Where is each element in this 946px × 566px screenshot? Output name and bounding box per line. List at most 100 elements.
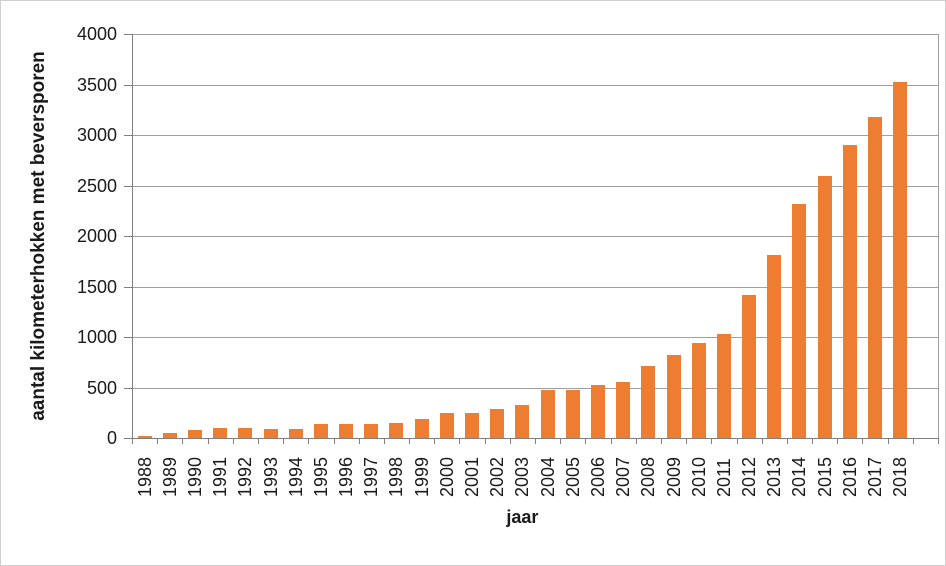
x-tick-mark [912, 438, 914, 444]
bar [742, 294, 757, 438]
x-tick-label: 2002 [487, 456, 508, 497]
x-tick-label: 1988 [134, 456, 155, 497]
y-tick-mark [124, 286, 132, 288]
x-tick-mark [686, 438, 688, 444]
y-tick-label: 2000 [76, 226, 117, 246]
x-tick-mark [938, 438, 939, 444]
y-tick-mark [124, 34, 132, 35]
x-tick-label: 2001 [462, 456, 483, 497]
gridline [132, 135, 938, 136]
bar [414, 419, 429, 438]
y-tick-label: 4000 [76, 24, 117, 44]
x-tick-label: 2006 [587, 456, 608, 497]
x-tick-mark [711, 438, 713, 444]
x-tick-mark [459, 438, 461, 444]
x-tick-label: 1995 [310, 456, 331, 497]
bar [691, 343, 706, 438]
bar [162, 433, 177, 438]
x-tick-mark [812, 438, 814, 444]
x-tick-label: 2010 [688, 456, 709, 497]
bar [792, 203, 807, 438]
x-tick-label: 2000 [436, 456, 457, 497]
x-tick-mark [635, 438, 637, 444]
y-tick-label: 2500 [76, 175, 117, 196]
x-tick-label: 2007 [613, 456, 634, 497]
bar [439, 412, 454, 438]
bar [616, 381, 631, 438]
x-tick-label: 2018 [890, 456, 911, 497]
bar [187, 430, 202, 438]
bar [465, 412, 480, 438]
x-tick-mark [308, 438, 310, 444]
plot-right-border [938, 34, 939, 438]
bar [288, 429, 303, 438]
x-tick-mark [182, 438, 184, 444]
y-tick-label: 0 [106, 428, 117, 448]
x-tick-label: 2005 [562, 456, 583, 497]
y-tick-mark [124, 337, 132, 338]
gridline [132, 387, 938, 389]
x-tick-label: 1997 [361, 456, 382, 497]
x-tick-mark [257, 438, 259, 444]
x-tick-label: 1996 [336, 456, 357, 497]
bar [641, 365, 656, 438]
bar [817, 176, 832, 438]
x-tick-mark [358, 438, 360, 444]
x-tick-mark [509, 438, 511, 444]
bar [339, 423, 354, 438]
x-tick-mark [132, 438, 133, 444]
bar [893, 82, 908, 438]
y-tick-label: 500 [86, 377, 117, 398]
x-tick-label: 1990 [184, 456, 205, 497]
gridline [132, 185, 938, 187]
bar [666, 354, 681, 438]
x-axis-title: jaar [506, 507, 539, 527]
x-tick-mark [157, 438, 159, 444]
x-tick-label: 2004 [537, 456, 558, 497]
bar [716, 333, 731, 438]
x-tick-mark [207, 438, 209, 444]
x-tick-mark [535, 438, 536, 444]
y-tick-mark [124, 185, 132, 187]
x-tick-mark [610, 438, 612, 444]
bar [389, 422, 404, 438]
x-tick-mark [409, 438, 411, 444]
x-tick-label: 2003 [512, 456, 533, 497]
x-tick-mark [333, 438, 335, 444]
bar [868, 116, 883, 438]
bar [590, 385, 605, 438]
gridline [132, 84, 938, 86]
x-tick-mark [887, 438, 889, 444]
x-tick-mark [837, 438, 839, 444]
bar [263, 428, 278, 438]
gridline [132, 286, 938, 288]
x-tick-label: 1999 [411, 456, 432, 497]
bar [313, 423, 328, 438]
x-tick-label: 1991 [210, 456, 231, 497]
x-tick-mark [585, 438, 587, 444]
gridline [132, 34, 938, 35]
x-tick-label: 2011 [713, 458, 734, 497]
x-tick-mark [761, 438, 763, 444]
bar [565, 389, 580, 438]
bar [490, 409, 505, 438]
x-tick-label: 2014 [789, 456, 810, 497]
x-tick-mark [862, 438, 864, 444]
y-tick-mark [124, 135, 132, 136]
y-tick-mark [124, 438, 132, 439]
x-tick-mark [560, 438, 562, 444]
gridline [132, 236, 938, 237]
x-tick-label: 2009 [663, 456, 684, 497]
x-tick-mark [283, 438, 285, 444]
x-tick-mark [660, 438, 662, 444]
y-axis-line [132, 34, 133, 438]
bar [515, 404, 530, 438]
x-tick-label: 2017 [865, 456, 886, 497]
bar [238, 428, 253, 438]
x-tick-label: 2008 [638, 456, 659, 497]
x-tick-label: 1992 [235, 456, 256, 497]
bar [842, 145, 857, 438]
y-tick-mark [124, 84, 132, 86]
gridline [132, 337, 938, 338]
